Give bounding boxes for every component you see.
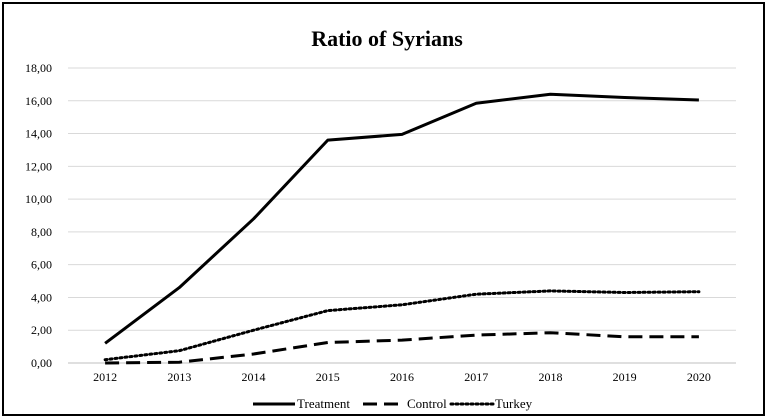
legend-label-control: Control [407, 396, 447, 411]
y-tick-label: 14,00 [25, 127, 52, 141]
line-chart: Ratio of Syrians 0,00 2,00 4,00 6,00 8,00 10,… [25, 26, 736, 411]
y-tick-label: 6,00 [31, 258, 52, 272]
gridlines [68, 67, 736, 331]
y-tick-label: 18,00 [25, 61, 52, 75]
series-line-control [105, 331, 699, 365]
y-tick-label: 16,00 [25, 94, 52, 108]
series-line-treatment [104, 92, 699, 345]
x-tick-label: 2018 [538, 370, 562, 384]
y-tick-label: 12,00 [25, 159, 52, 173]
y-tick-label: 8,00 [31, 225, 52, 239]
x-tick-label: 2017 [464, 370, 488, 384]
x-tick-label: 2013 [167, 370, 191, 384]
legend-label-turkey: Turkey [495, 396, 533, 411]
x-tick-label: 2014 [242, 370, 266, 384]
y-tick-label: 4,00 [31, 290, 52, 304]
series-line-turkey [103, 289, 701, 362]
y-tick-label: 0,00 [31, 356, 52, 370]
y-tick-label: 2,00 [31, 323, 52, 337]
axes: 0,00 2,00 4,00 6,00 8,00 10,00 12,00 14,00 16,00… [25, 61, 736, 384]
legend-label-treatment: Treatment [297, 396, 350, 411]
x-tick-label: 2020 [687, 370, 711, 384]
x-tick-label: 2019 [613, 370, 637, 384]
chart-frame: Ratio of Syrians 0,00 2,00 4,00 6,00 8,00 10,… [2, 2, 765, 416]
x-tick-label: 2015 [316, 370, 340, 384]
x-tick-label: 2016 [390, 370, 414, 384]
x-tick-label: 2012 [93, 370, 117, 384]
series-lines [103, 92, 701, 365]
chart-title: Ratio of Syrians [311, 26, 463, 51]
y-tick-label: 10,00 [25, 192, 52, 206]
legend: Treatment Control Turkey [253, 396, 533, 411]
